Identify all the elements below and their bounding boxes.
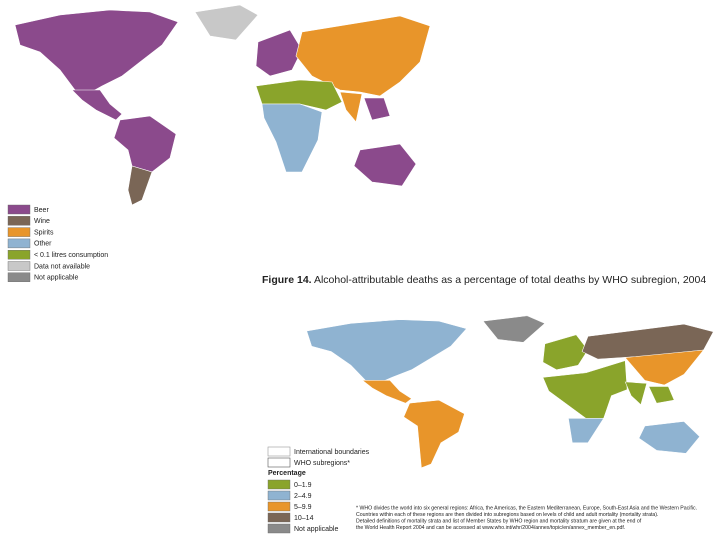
- legend-swatch: [7, 261, 31, 271]
- legend-label: Wine: [34, 218, 50, 225]
- figure-title: Alcohol-attributable deaths as a percent…: [314, 274, 706, 286]
- southern-africa: [568, 418, 605, 443]
- africa: [261, 103, 323, 173]
- central-america: [361, 380, 412, 404]
- legend-swatch: [7, 238, 31, 249]
- legend-swatch: [267, 512, 291, 523]
- figure-label: Figure 14.: [262, 274, 312, 286]
- footnote-line: Detailed definitions of mortality strata…: [356, 518, 642, 524]
- india: [339, 91, 363, 123]
- footnote-line: the World Health Report 2004 and can be …: [356, 525, 625, 531]
- legend-label: 0–1.9: [294, 482, 312, 489]
- legend-swatch: [7, 204, 31, 215]
- footnote-line: * WHO divides the world into six general…: [356, 505, 697, 511]
- legend-swatch: [267, 479, 291, 490]
- legend-label: < 0.1 litres consumption: [34, 252, 108, 259]
- boundary-swatch: [267, 457, 291, 468]
- south-america: [113, 115, 177, 173]
- figure-caption: Figure 14. Alcohol-attributable deaths a…: [262, 274, 706, 286]
- southeast-asia: [363, 97, 391, 121]
- legend-label: Spirits: [34, 229, 54, 236]
- legend-label: Not applicable: [294, 526, 338, 533]
- legend-label: Data not available: [34, 263, 90, 270]
- legend-swatch: [267, 490, 291, 501]
- legend-label: 5–9.9: [294, 504, 312, 511]
- central-america: [71, 89, 123, 121]
- legend-swatch: [7, 216, 31, 226]
- footnote: * WHO divides the world into six general…: [356, 505, 697, 531]
- north-america: [306, 319, 467, 385]
- europe: [255, 29, 303, 77]
- boundary-swatch: [267, 446, 291, 457]
- bottom-world-map: [306, 315, 714, 469]
- bottom-legend: 0–1.9 2–4.9 5–9.9 10–14 Not applicable: [267, 479, 338, 534]
- boundary-label: International boundaries: [294, 449, 370, 456]
- south-america: [403, 399, 465, 469]
- china: [624, 349, 705, 386]
- legend-swatch: [267, 501, 291, 512]
- russia-asia: [295, 15, 431, 97]
- legend-swatch: [7, 272, 31, 282]
- legend-label: 2–4.9: [294, 493, 312, 500]
- top-world-map: [14, 4, 431, 206]
- north-africa-mideast: [542, 360, 628, 419]
- boundary-legend: International boundaries WHO subregions*…: [267, 446, 370, 477]
- legend-label: 10–14: [294, 515, 314, 522]
- greenland: [482, 315, 546, 343]
- legend-label: Not applicable: [34, 275, 78, 282]
- india: [624, 381, 648, 406]
- boundary-label: WHO subregions*: [294, 460, 350, 467]
- australia: [638, 421, 701, 454]
- legend-title: Percentage: [268, 470, 306, 477]
- north-america: [14, 9, 179, 96]
- legend-label: Beer: [34, 207, 49, 214]
- legend-swatch: [267, 523, 291, 534]
- top-legend: Beer Wine Spirits Other < 0.1 litres consump…: [7, 204, 108, 282]
- southern-cone: [127, 165, 153, 206]
- footnote-line: Countries within each of these regions a…: [356, 512, 658, 518]
- southeast-asia: [648, 386, 675, 404]
- europe: [542, 334, 589, 371]
- legend-swatch: [7, 249, 31, 260]
- greenland: [194, 4, 259, 41]
- australia: [353, 143, 417, 187]
- legend-swatch: [7, 227, 31, 237]
- legend-label: Other: [34, 241, 52, 248]
